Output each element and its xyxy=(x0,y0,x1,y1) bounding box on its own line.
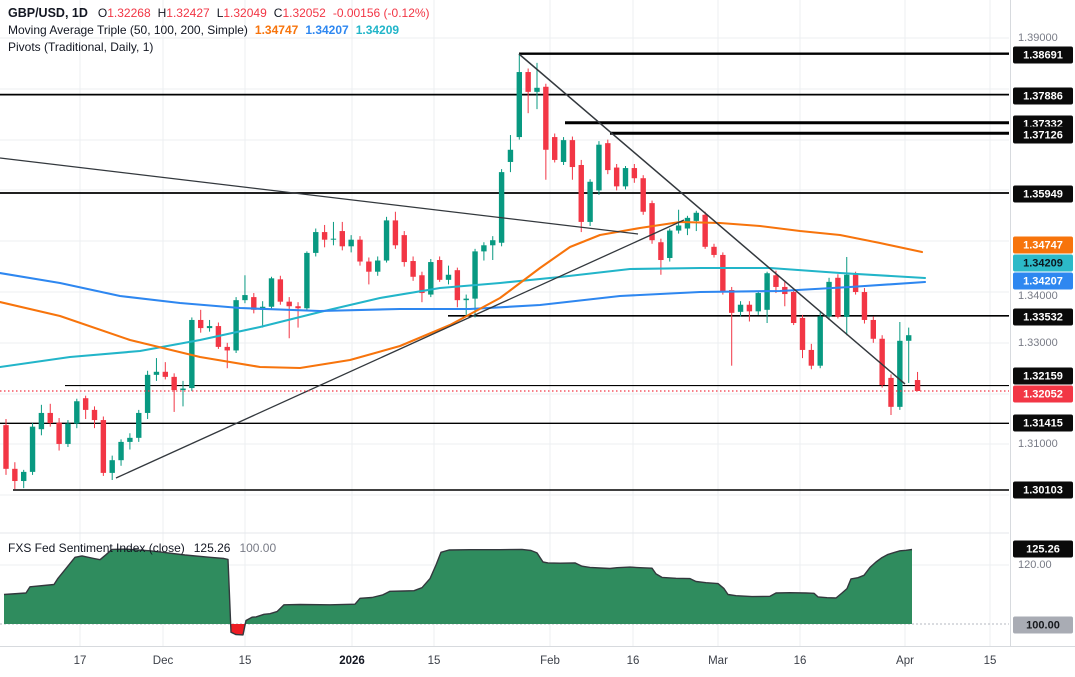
price-axis-label: 1.39000 xyxy=(1018,32,1058,44)
time-axis-tick: 15 xyxy=(983,655,997,667)
time-axis-tick: Apr xyxy=(896,655,914,667)
ma-indicator-row: Moving Average Triple (50, 100, 200, Sim… xyxy=(8,22,430,39)
time-axis-tick: Feb xyxy=(540,655,560,667)
price-axis-badge: 1.31415 xyxy=(1013,414,1073,432)
gridlines xyxy=(0,0,1009,646)
time-axis-tick: 2026 xyxy=(339,655,365,667)
time-axis-tick: 16 xyxy=(793,655,807,667)
time-axis-tick: Mar xyxy=(708,655,728,667)
main-chart-legend: GBP/USD, 1D O1.32268 H1.32427 L1.32049 C… xyxy=(8,5,430,56)
time-axis[interactable]: 17 Dec 15 2026 15 Feb 16 Mar 16 Apr 15 xyxy=(0,646,1075,677)
moving-averages xyxy=(0,220,927,370)
price-axis-badge: 1.33532 xyxy=(1013,308,1073,326)
sentiment-baseline-value: 100.00 xyxy=(239,541,277,555)
trendlines xyxy=(0,53,906,479)
open-value: O1.32268 xyxy=(97,6,151,20)
time-axis-tick: Dec xyxy=(152,655,174,667)
price-axis-badge: 1.32159 xyxy=(1013,367,1073,385)
time-axis-tick: 16 xyxy=(626,655,640,667)
price-axis-badge: 1.38691 xyxy=(1013,46,1073,64)
time-axis-tick: 17 xyxy=(73,655,87,667)
close-value: C1.32052 xyxy=(273,6,326,20)
ma-line xyxy=(0,220,924,370)
pivot-lines xyxy=(0,52,1009,491)
price-axis-badge: 1.32052 xyxy=(1013,385,1073,403)
sentiment-indicator-label[interactable]: FXS Fed Sentiment Index (close) xyxy=(8,541,185,555)
price-axis-label: 1.31000 xyxy=(1018,438,1058,450)
ma50-value: 1.34747 xyxy=(254,23,299,37)
price-axis-badge: 125.26 xyxy=(1013,540,1073,558)
ma100-value: 1.34207 xyxy=(305,23,349,37)
price-axis-badge: 1.34209 xyxy=(1013,254,1073,272)
pivots-indicator-label[interactable]: Pivots (Traditional, Daily, 1) xyxy=(8,40,154,54)
price-axis-badge: 1.30103 xyxy=(1013,481,1073,499)
high-value: H1.32427 xyxy=(157,6,210,20)
change-value: -0.00156 (-0.12%) xyxy=(332,6,430,20)
ma200-value: 1.34209 xyxy=(355,23,400,37)
sentiment-area xyxy=(0,548,1009,636)
price-axis-badge: 100.00 xyxy=(1013,616,1073,634)
low-value: L1.32049 xyxy=(216,6,267,20)
price-axis-badge: 1.35949 xyxy=(1013,185,1073,203)
symbol-ohlc-row: GBP/USD, 1D O1.32268 H1.32427 L1.32049 C… xyxy=(8,5,430,22)
price-axis-label: 1.34000 xyxy=(1018,290,1058,302)
price-axis-label: 120.00 xyxy=(1018,559,1052,571)
ma-line xyxy=(0,271,927,313)
price-axis-badge: 1.37126 xyxy=(1013,126,1073,144)
price-axis-badge: 1.34207 xyxy=(1013,272,1073,290)
ma-indicator-label[interactable]: Moving Average Triple (50, 100, 200, Sim… xyxy=(8,23,248,37)
time-axis-tick: 15 xyxy=(238,655,252,667)
price-axis-badge: 1.34747 xyxy=(1013,236,1073,254)
pivots-indicator-row: Pivots (Traditional, Daily, 1) xyxy=(8,39,430,56)
price-axis-badge: 1.37886 xyxy=(1013,87,1073,105)
sentiment-value: 125.26 xyxy=(193,541,231,555)
price-axis-label: 1.33000 xyxy=(1018,337,1058,349)
time-axis-tick: 15 xyxy=(427,655,441,667)
sentiment-legend: FXS Fed Sentiment Index (close) 125.26 1… xyxy=(8,540,276,557)
symbol-title[interactable]: GBP/USD, 1D xyxy=(8,6,88,20)
price-axis[interactable]: 1.39000 1.34000 1.33000 1.31000 120.00 1.3869… xyxy=(1010,0,1075,677)
